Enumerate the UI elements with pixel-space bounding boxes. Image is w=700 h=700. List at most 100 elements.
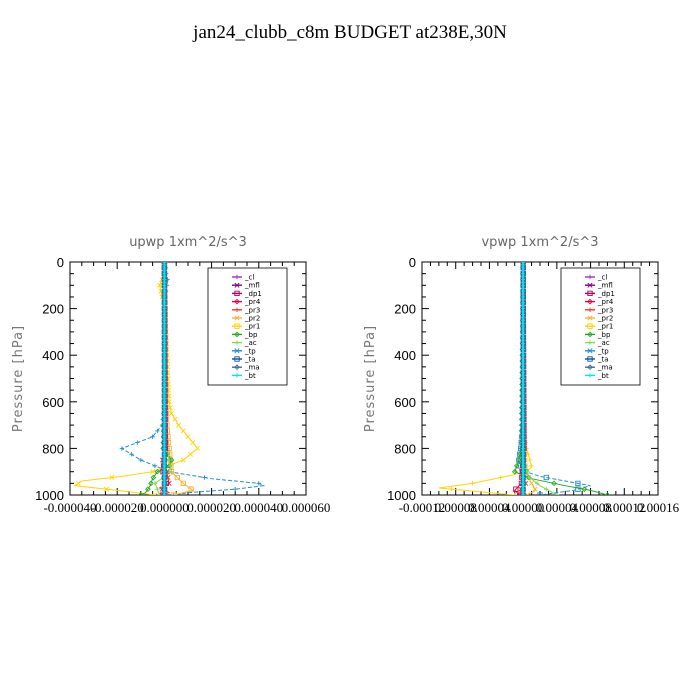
data-point	[171, 492, 177, 495]
data-point	[520, 405, 526, 410]
data-point	[162, 370, 167, 375]
series-line-pr1	[438, 262, 533, 495]
data-point	[449, 486, 454, 492]
data-point	[162, 265, 167, 271]
y-tick-label: 400	[42, 348, 64, 363]
data-point	[520, 335, 526, 340]
data-point	[162, 353, 167, 358]
x-tick-label: 0.000000	[140, 500, 189, 515]
data-point	[520, 283, 526, 288]
data-point	[537, 492, 543, 495]
data-point	[520, 457, 526, 463]
data-point	[520, 306, 526, 311]
data-point	[520, 463, 526, 469]
data-point	[520, 399, 526, 404]
data-point	[162, 422, 167, 428]
data-point	[520, 288, 526, 294]
data-point	[551, 480, 557, 487]
data-point	[511, 468, 518, 475]
data-point	[180, 457, 186, 463]
data-point	[180, 428, 186, 434]
data-point	[544, 486, 549, 492]
data-point	[520, 422, 526, 428]
legend-label: _bp	[597, 331, 611, 339]
data-point	[155, 486, 160, 492]
legend-marker	[587, 348, 593, 354]
upwp-panel: upwp 1xm^2/s^3 Pressure [hPa] 0 200 400 600 80…	[11, 235, 330, 515]
data-point	[520, 271, 526, 276]
vpwp-panel: vpwp 1xm^2/s^3 Pressure [hPa] 0 200 400 600 80…	[363, 235, 680, 515]
data-point	[162, 469, 167, 474]
data-point	[520, 469, 526, 474]
legend-marker	[234, 290, 240, 297]
data-point	[172, 416, 178, 422]
legend-marker	[587, 331, 593, 338]
data-point	[119, 446, 125, 451]
data-point	[162, 387, 167, 393]
legend-marker	[587, 298, 593, 305]
data-point	[162, 347, 167, 352]
data-point	[520, 329, 526, 335]
data-point	[162, 475, 167, 480]
data-point	[190, 440, 196, 446]
data-point	[152, 481, 158, 486]
y-tick-label: 1000	[35, 488, 64, 503]
data-point	[162, 428, 167, 434]
data-point	[162, 417, 167, 422]
data-point	[575, 486, 581, 492]
data-point	[527, 457, 533, 463]
legend-marker	[587, 307, 593, 312]
data-point	[187, 451, 193, 457]
data-point	[520, 262, 526, 265]
data-point	[256, 481, 261, 486]
legend-marker	[234, 298, 240, 305]
panel-title: upwp 1xm^2/s^3	[129, 235, 247, 250]
data-point	[162, 452, 167, 457]
data-point	[162, 463, 167, 469]
legend-label: _pr1	[244, 323, 260, 331]
data-point	[162, 486, 167, 492]
data-point	[527, 475, 532, 480]
data-point	[109, 475, 115, 481]
legend-marker	[587, 315, 593, 321]
legend-marker	[587, 356, 593, 362]
data-point	[150, 469, 156, 475]
y-tick-label: 600	[394, 395, 416, 410]
y-tick-label: 0	[409, 255, 416, 270]
legend-marker	[587, 290, 593, 297]
legend-marker	[234, 307, 240, 312]
data-point	[520, 353, 526, 358]
data-point	[520, 428, 526, 434]
data-point	[180, 480, 186, 486]
data-point	[604, 492, 611, 495]
data-point	[233, 486, 238, 492]
data-point	[162, 440, 167, 445]
legend-label: _pr2	[597, 315, 613, 323]
data-point	[138, 457, 143, 463]
data-point	[520, 492, 526, 495]
x-tick-label: 0.000020	[187, 500, 236, 515]
data-point	[171, 492, 177, 495]
data-point	[188, 486, 194, 492]
legend-marker	[587, 282, 593, 288]
data-point	[150, 474, 157, 481]
data-point	[162, 335, 167, 340]
data-point	[129, 452, 134, 457]
data-point	[529, 463, 534, 469]
x-tick-label: 0.00008	[569, 500, 611, 515]
data-point	[162, 318, 167, 323]
data-point	[520, 376, 526, 381]
data-point	[520, 434, 526, 439]
data-point	[166, 463, 173, 469]
data-point	[520, 300, 526, 305]
y-axis-label: Pressure [hPa]	[363, 325, 378, 432]
x-tick-label: 0.00012	[603, 500, 645, 515]
legend-marker	[234, 274, 240, 280]
data-point	[520, 382, 526, 387]
data-point	[520, 492, 526, 495]
y-tick-label: 1000	[387, 488, 416, 503]
data-point	[157, 282, 163, 288]
data-point	[148, 480, 154, 487]
data-point	[161, 262, 168, 265]
x-tick-label: 0.000060	[282, 500, 331, 515]
